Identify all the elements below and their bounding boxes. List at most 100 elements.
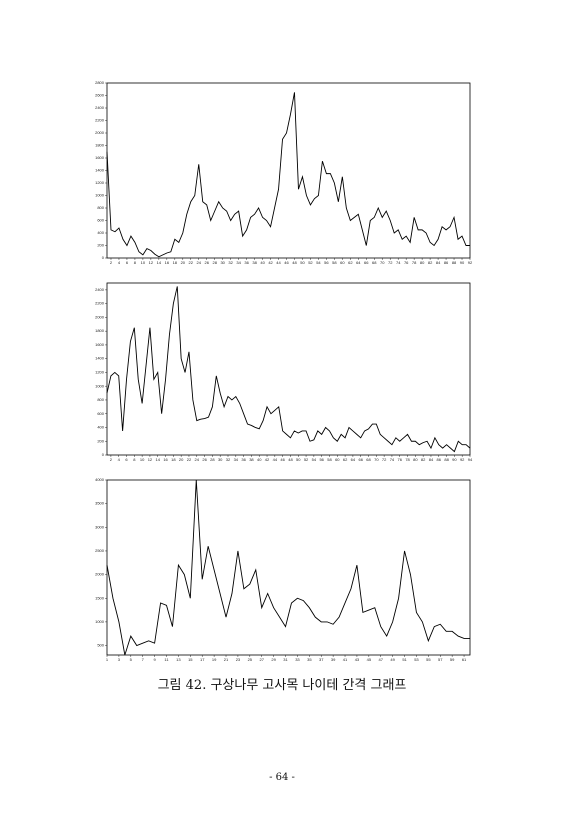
y-tick-label: 500 bbox=[97, 643, 104, 648]
x-tick-label: 24 bbox=[197, 260, 202, 265]
y-tick-label: 3500 bbox=[95, 501, 105, 506]
x-tick-label: 26 bbox=[202, 457, 207, 462]
x-tick-label: 45 bbox=[367, 657, 372, 662]
y-tick-label: 1600 bbox=[95, 342, 105, 347]
page-number: - 64 - bbox=[269, 772, 295, 783]
data-line bbox=[106, 92, 470, 258]
x-tick-label: 40 bbox=[257, 457, 262, 462]
x-tick-label: 90 bbox=[452, 457, 457, 462]
x-tick-label: 20 bbox=[179, 457, 184, 462]
x-tick-label: 49 bbox=[390, 657, 395, 662]
x-tick-label: 23 bbox=[236, 657, 241, 662]
x-tick-label: 19 bbox=[212, 657, 217, 662]
x-tick-label: 10 bbox=[141, 260, 146, 265]
x-tick-label: 3 bbox=[118, 657, 121, 662]
x-tick-label: 82 bbox=[428, 260, 433, 265]
plot-frame bbox=[106, 479, 471, 656]
y-tick-label: 2200 bbox=[95, 118, 105, 123]
y-tick-label: 1200 bbox=[95, 180, 105, 185]
x-tick-label: 84 bbox=[429, 457, 434, 462]
y-tick-label: 0 bbox=[102, 255, 105, 260]
x-tick-label: 48 bbox=[288, 457, 293, 462]
x-tick-label: 10 bbox=[140, 457, 145, 462]
data-line bbox=[106, 479, 470, 656]
x-tick-label: 12 bbox=[149, 260, 154, 265]
x-tick-label: 8 bbox=[134, 260, 137, 265]
x-tick-label: 35 bbox=[307, 657, 312, 662]
y-tick-label: 1400 bbox=[95, 356, 105, 361]
x-tick-label: 36 bbox=[244, 260, 249, 265]
x-tick-label: 76 bbox=[398, 457, 403, 462]
x-tick-label: 22 bbox=[187, 457, 192, 462]
y-tick-label: 2000 bbox=[95, 572, 105, 577]
x-tick-label: 34 bbox=[236, 260, 241, 265]
y-tick-label: 400 bbox=[97, 230, 104, 235]
x-tick-label: 54 bbox=[316, 260, 321, 265]
x-tick-label: 74 bbox=[390, 457, 395, 462]
x-tick-label: 40 bbox=[260, 260, 265, 265]
x-tick-label: 37 bbox=[319, 657, 324, 662]
caption: 그림 42. 구상나무 고사목 나이테 간격 그래프 bbox=[157, 678, 407, 693]
charts: 0200400600800100012001400160018002000220… bbox=[95, 80, 473, 662]
y-tick-label: 1800 bbox=[95, 328, 105, 333]
x-tick-label: 36 bbox=[241, 457, 246, 462]
x-tick-label: 54 bbox=[312, 457, 317, 462]
x-tick-label: 11 bbox=[164, 657, 169, 662]
x-tick-label: 21 bbox=[224, 657, 229, 662]
x-tick-label: 6 bbox=[126, 260, 129, 265]
x-tick-label: 47 bbox=[379, 657, 384, 662]
x-tick-label: 31 bbox=[283, 657, 288, 662]
x-tick-label: 28 bbox=[212, 260, 217, 265]
x-tick-label: 5 bbox=[130, 657, 133, 662]
x-tick-label: 50 bbox=[300, 260, 305, 265]
x-tick-label: 7 bbox=[142, 657, 145, 662]
x-tick-label: 2 bbox=[110, 457, 113, 462]
y-tick-label: 2000 bbox=[95, 130, 105, 135]
x-tick-label: 38 bbox=[252, 260, 257, 265]
x-tick-label: 58 bbox=[332, 260, 337, 265]
x-tick-label: 22 bbox=[189, 260, 194, 265]
x-tick-label: 14 bbox=[157, 260, 162, 265]
x-tick-label: 62 bbox=[343, 457, 348, 462]
x-tick-label: 2 bbox=[110, 260, 113, 265]
x-tick-label: 15 bbox=[188, 657, 193, 662]
x-tick-label: 64 bbox=[351, 457, 356, 462]
x-tick-label: 18 bbox=[171, 457, 176, 462]
x-tick-label: 33 bbox=[295, 657, 300, 662]
x-tick-label: 78 bbox=[412, 260, 417, 265]
plot-frame bbox=[106, 82, 471, 259]
x-tick-label: 6 bbox=[125, 457, 128, 462]
x-tick-label: 18 bbox=[173, 260, 178, 265]
y-tick-label: 600 bbox=[97, 411, 104, 416]
x-tick-label: 74 bbox=[396, 260, 401, 265]
x-tick-label: 55 bbox=[426, 657, 431, 662]
x-tick-label: 60 bbox=[340, 260, 345, 265]
y-tick-label: 1000 bbox=[95, 383, 105, 388]
x-tick-label: 26 bbox=[204, 260, 209, 265]
x-tick-label: 66 bbox=[358, 457, 363, 462]
x-tick-label: 34 bbox=[234, 457, 239, 462]
x-tick-label: 70 bbox=[380, 260, 385, 265]
x-tick-label: 60 bbox=[335, 457, 340, 462]
x-tick-label: 4 bbox=[118, 457, 121, 462]
x-tick-label: 46 bbox=[280, 457, 285, 462]
x-tick-label: 68 bbox=[366, 457, 371, 462]
y-tick-label: 2800 bbox=[95, 80, 105, 85]
x-tick-label: 92 bbox=[460, 457, 465, 462]
y-tick-label: 1500 bbox=[95, 595, 105, 600]
x-tick-label: 41 bbox=[343, 657, 348, 662]
x-tick-label: 9 bbox=[153, 657, 156, 662]
y-tick-label: 1000 bbox=[95, 193, 105, 198]
x-tick-label: 43 bbox=[355, 657, 360, 662]
x-tick-label: 30 bbox=[220, 260, 225, 265]
plot-frame bbox=[106, 282, 471, 456]
x-tick-label: 42 bbox=[268, 260, 273, 265]
x-tick-label: 70 bbox=[374, 457, 379, 462]
y-tick-label: 400 bbox=[97, 425, 104, 430]
x-tick-label: 14 bbox=[156, 457, 161, 462]
x-tick-label: 38 bbox=[249, 457, 254, 462]
x-tick-label: 52 bbox=[308, 260, 313, 265]
y-tick-label: 2000 bbox=[95, 314, 105, 319]
x-tick-label: 44 bbox=[273, 457, 278, 462]
